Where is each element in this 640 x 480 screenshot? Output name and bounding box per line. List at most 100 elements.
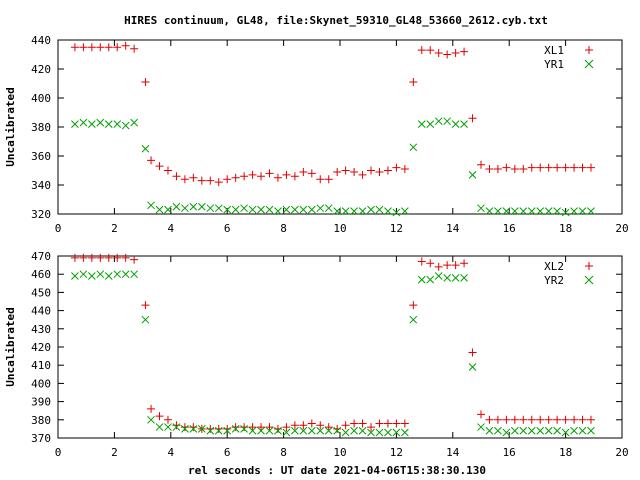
data-point: [257, 426, 265, 435]
data-point: [553, 163, 562, 172]
data-point: [231, 205, 240, 214]
data-point: [367, 428, 375, 437]
data-point: [578, 426, 587, 435]
data-point: [172, 423, 181, 431]
data-point: [434, 117, 443, 126]
data-point: [341, 207, 350, 215]
data-point: [324, 175, 333, 184]
y-axis-label: Uncalibrated: [4, 307, 17, 386]
x-tick-label: 16: [503, 222, 516, 235]
data-point: [392, 419, 401, 428]
data-point: [536, 163, 545, 172]
data-point: [409, 78, 418, 87]
data-point: [561, 163, 570, 172]
data-point: [477, 423, 485, 431]
data-point: [180, 175, 189, 184]
data-point: [561, 428, 570, 437]
data-point: [443, 261, 452, 270]
data-point: [147, 156, 156, 165]
data-point: [561, 208, 570, 217]
legend-label: XL1: [544, 44, 564, 57]
x-tick-label: 0: [55, 446, 62, 459]
y-tick-label: 340: [31, 179, 51, 192]
data-point: [324, 204, 333, 213]
data-point: [316, 426, 325, 435]
data-point: [248, 426, 257, 435]
data-point: [240, 425, 248, 433]
legend-label: YR2: [544, 274, 564, 287]
data-point: [307, 205, 316, 214]
data-point: [502, 163, 511, 172]
data-point: [189, 425, 198, 433]
data-point: [409, 143, 418, 152]
data-point: [299, 167, 308, 176]
data-point: [206, 204, 215, 213]
data-point: [71, 272, 79, 280]
data-point: [240, 204, 248, 213]
data-point: [527, 207, 536, 215]
data-point: [586, 163, 595, 172]
x-tick-label: 12: [390, 222, 403, 235]
data-point: [104, 120, 113, 128]
y-tick-label: 370: [31, 432, 51, 445]
data-point: [451, 120, 460, 128]
data-point: [544, 207, 553, 215]
data-point: [104, 43, 113, 52]
data-point: [307, 426, 316, 435]
y-tick-label: 450: [31, 286, 51, 299]
data-point: [401, 207, 409, 215]
data-point: [121, 121, 130, 130]
series-XL1: [70, 41, 595, 187]
data-point: [248, 205, 257, 214]
data-point: [358, 170, 367, 179]
data-point: [104, 253, 113, 262]
data-point: [341, 428, 350, 437]
data-point: [553, 207, 561, 215]
data-point: [493, 165, 502, 174]
data-point: [477, 410, 485, 419]
data-point: [510, 207, 519, 215]
x-tick-label: 12: [390, 446, 403, 459]
data-point: [291, 426, 299, 435]
data-point: [299, 421, 308, 430]
data-point: [536, 415, 545, 424]
data-point: [206, 424, 215, 433]
data-point: [113, 43, 122, 52]
data-point: [434, 262, 443, 271]
data-point: [274, 426, 282, 435]
data-point: [282, 170, 291, 179]
data-point: [519, 415, 528, 424]
data-point: [113, 270, 122, 279]
data-point: [358, 419, 367, 428]
data-point: [121, 253, 130, 262]
data-point: [223, 205, 232, 214]
data-point: [401, 428, 409, 437]
data-point: [324, 423, 333, 432]
data-point: [367, 423, 376, 432]
data-point: [485, 426, 494, 435]
data-point: [417, 46, 426, 55]
series-YR2: [71, 270, 595, 437]
chart-panel-2: 0 2 4 6 8 10 12 14 16 18 20 370 380 390 400 410 420 430 44…: [4, 250, 629, 459]
data-point: [578, 415, 587, 424]
data-point: [350, 207, 358, 215]
data-point: [400, 419, 409, 428]
data-point: [96, 270, 105, 279]
data-point: [181, 425, 189, 433]
data-point: [172, 421, 181, 430]
data-point: [104, 272, 113, 280]
data-point: [130, 44, 139, 53]
data-point: [468, 114, 477, 123]
data-point: [409, 315, 418, 324]
data-point: [434, 272, 443, 280]
data-point: [392, 208, 401, 217]
data-point: [113, 120, 122, 128]
data-point: [536, 207, 545, 215]
data-point: [163, 415, 172, 424]
series-XL2: [70, 253, 595, 433]
y-tick-label: 460: [31, 268, 51, 281]
data-point: [79, 253, 88, 262]
data-point: [350, 426, 358, 435]
data-point: [273, 173, 282, 182]
